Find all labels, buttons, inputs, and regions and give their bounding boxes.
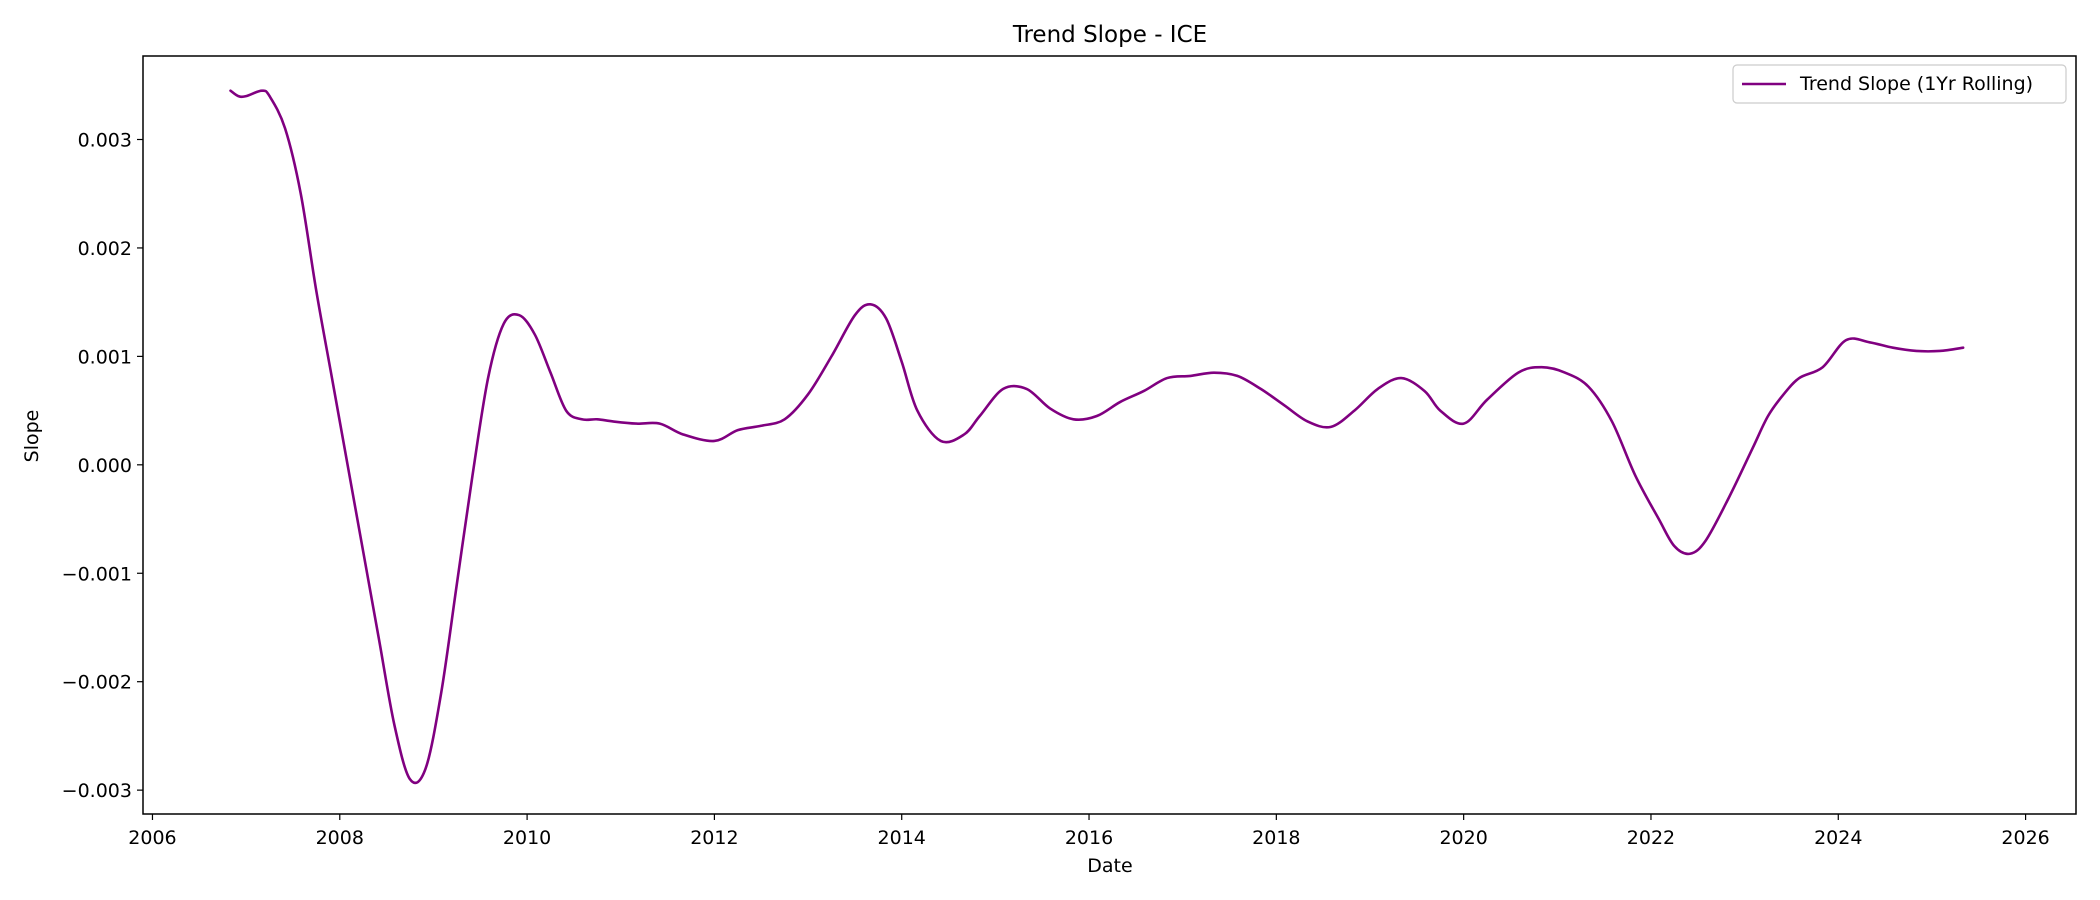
x-axis: 2006 2008 2010 2012 2014 2016 2018 2020 2022 2024… [128,814,2050,849]
plot-area-frame [142,55,2077,815]
x-tick-label: 2022 [1627,827,1675,849]
y-tick-label: 0.000 [78,455,132,477]
y-tick-label: −0.003 [62,780,132,802]
x-tick-label: 2006 [128,827,176,849]
chart-title: Trend Slope - ICE [1012,22,1207,48]
series-line [229,89,1965,785]
x-tick-label: 2020 [1439,827,1487,849]
y-tick-label: 0.001 [78,346,132,368]
x-tick-label: 2016 [1065,827,1113,849]
legend-label: Trend Slope (1Yr Rolling) [1799,73,2033,95]
legend-frame [1732,64,2067,104]
y-tick-label: 0.002 [78,238,132,260]
x-tick-label: 2026 [2001,827,2049,849]
y-tick-label: −0.002 [62,672,132,694]
series-layer [229,89,1965,785]
y-axis-label: Slope [21,410,43,463]
x-axis-label: Date [1087,855,1132,877]
x-tick-label: 2014 [878,827,926,849]
y-tick-label: 0.003 [78,129,132,151]
legend: Trend Slope (1Yr Rolling) [1732,64,2067,104]
x-tick-label: 2018 [1252,827,1300,849]
y-tick-label: −0.001 [62,563,132,585]
x-tick-label: 2024 [1814,827,1862,849]
x-tick-label: 2010 [503,827,551,849]
y-axis: −0.003 −0.002 −0.001 0.000 0.001 0.002 0.003 [62,129,143,802]
x-tick-label: 2008 [316,827,364,849]
x-tick-label: 2012 [690,827,738,849]
